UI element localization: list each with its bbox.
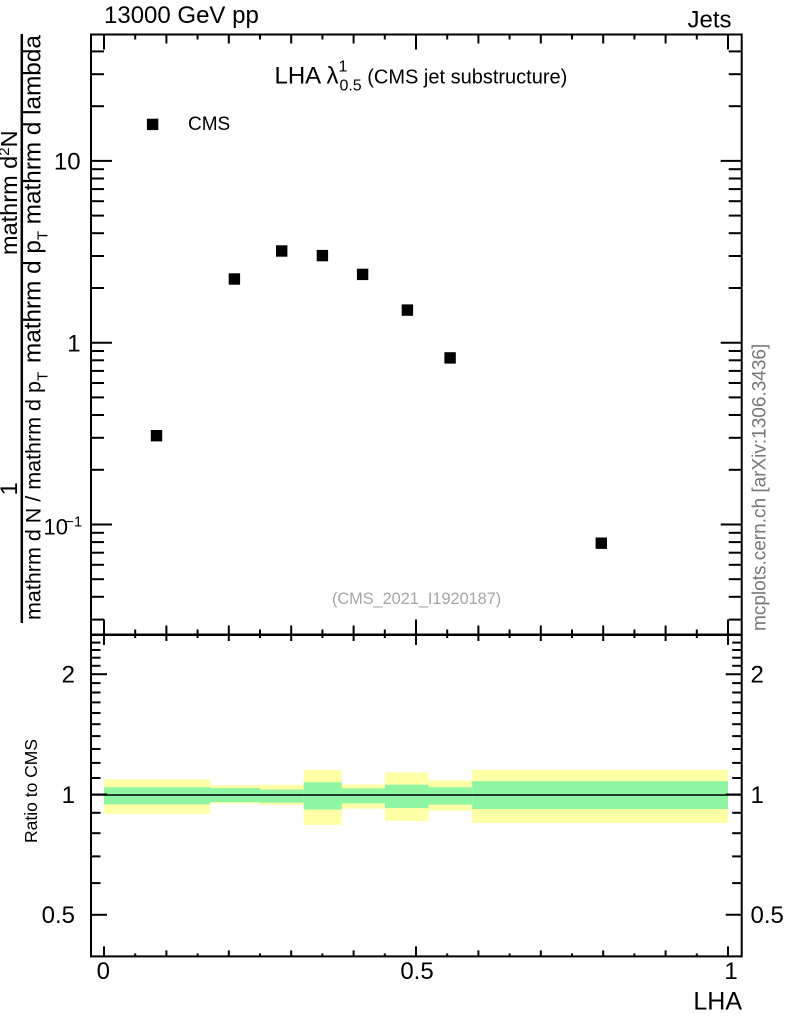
svg-text:0: 0 xyxy=(97,958,110,985)
svg-text:2: 2 xyxy=(62,662,75,689)
svg-text:2: 2 xyxy=(751,662,764,689)
svg-text:mathrm d pT mathrm d lambda: mathrm d pT mathrm d lambda xyxy=(20,35,52,363)
svg-text:1: 1 xyxy=(0,482,23,495)
svg-text:1: 1 xyxy=(67,330,80,357)
svg-text:0.5: 0.5 xyxy=(42,902,75,929)
svg-text:LHA: LHA xyxy=(693,988,742,1016)
svg-text:1: 1 xyxy=(724,958,737,985)
svg-text:(CMS_2021_I1920187): (CMS_2021_I1920187) xyxy=(332,590,501,608)
svg-text:10: 10 xyxy=(54,149,81,176)
svg-text:−1: −1 xyxy=(66,514,83,530)
svg-text:0.5: 0.5 xyxy=(400,958,433,985)
svg-text:mcplots.cern.ch [arXiv:1306.34: mcplots.cern.ch [arXiv:1306.3436] xyxy=(750,344,771,631)
svg-text:CMS: CMS xyxy=(188,114,230,135)
svg-text:1: 1 xyxy=(751,782,764,809)
svg-text:10: 10 xyxy=(44,515,68,540)
svg-text:Jets: Jets xyxy=(687,7,731,34)
svg-text:13000 GeV pp: 13000 GeV pp xyxy=(104,2,259,29)
svg-text:0.5: 0.5 xyxy=(751,902,784,929)
svg-text:Ratio to CMS: Ratio to CMS xyxy=(21,739,41,843)
svg-text:1: 1 xyxy=(62,782,75,809)
svg-text:mathrm d2N: mathrm d2N xyxy=(0,130,22,255)
